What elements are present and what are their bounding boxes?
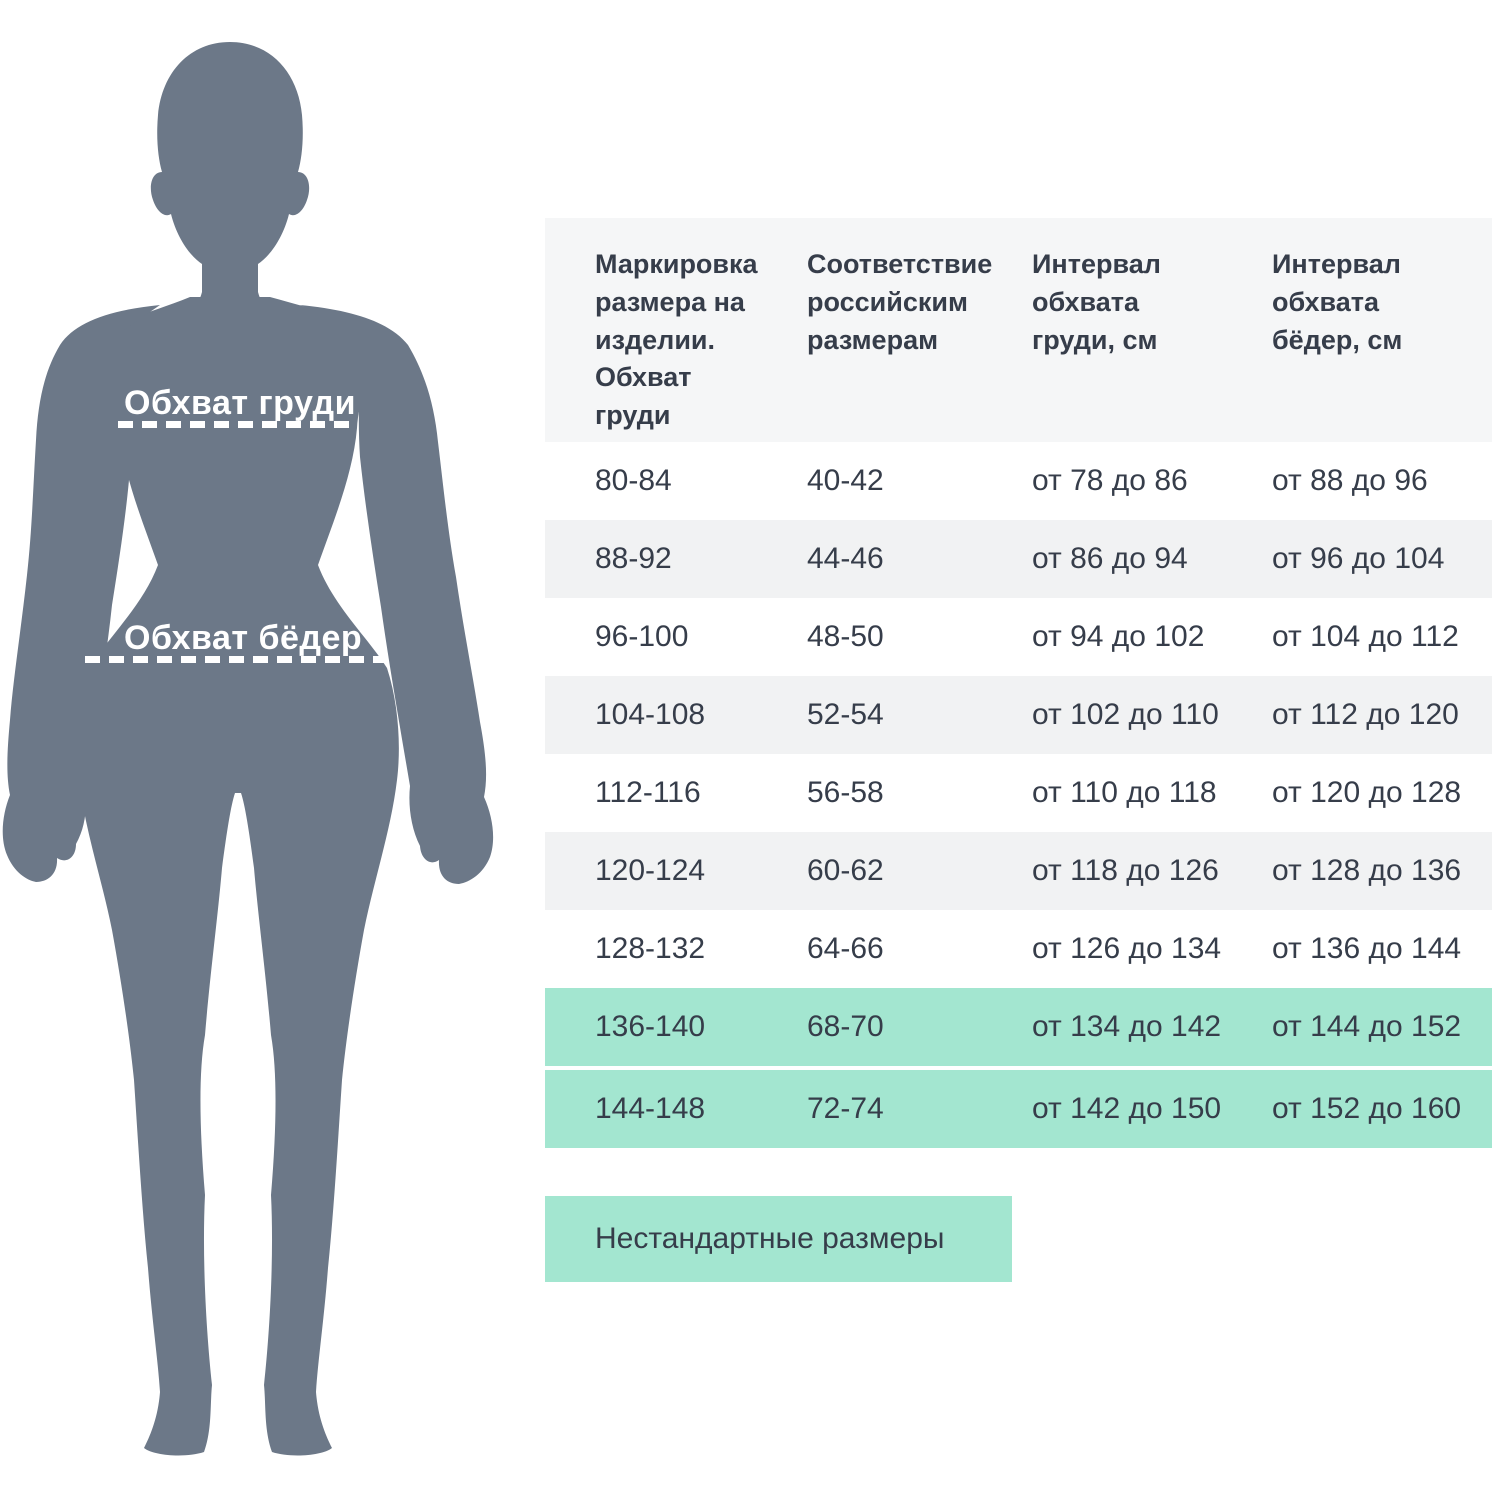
column-header-russian-size: Соответствие российским размерам: [807, 249, 993, 355]
cell-russian-size: 56-58: [807, 776, 884, 809]
table-row: 128-132 64-66 от 126 до 134 от 136 до 14…: [545, 910, 1492, 988]
body-silhouette: Обхват груди Обхват бёдер: [0, 0, 540, 1500]
size-table: Маркировка размера на изделии. Обхват гр…: [545, 218, 1492, 1148]
cell-russian-size: 44-46: [807, 542, 884, 575]
cell-chest-interval: от 94 до 102: [1032, 620, 1205, 653]
cell-marking: 88-92: [595, 542, 672, 575]
table-row: 96-100 48-50 от 94 до 102 от 104 до 112: [545, 598, 1492, 676]
cell-hips-interval: от 136 до 144: [1272, 932, 1462, 965]
table-row-nonstandard: 144-148 72-74 от 142 до 150 от 152 до 16…: [545, 1070, 1492, 1148]
cell-russian-size: 40-42: [807, 464, 884, 497]
cell-hips-interval: от 104 до 112: [1272, 620, 1459, 653]
table-row: 88-92 44-46 от 86 до 94 от 96 до 104: [545, 520, 1492, 598]
cell-chest-interval: от 102 до 110: [1032, 698, 1219, 731]
cell-hips-interval: от 152 до 160: [1272, 1092, 1462, 1125]
table-row: 80-84 40-42 от 78 до 86 от 88 до 96: [545, 442, 1492, 520]
cell-chest-interval: от 110 до 118: [1032, 776, 1217, 809]
cell-hips-interval: от 88 до 96: [1272, 464, 1428, 497]
cell-marking: 120-124: [595, 854, 706, 887]
column-header-marking: Маркировка размера на изделии. Обхват гр…: [595, 249, 758, 431]
legend-nonstandard-sizes: Нестандартные размеры: [545, 1196, 1012, 1282]
cell-chest-interval: от 134 до 142: [1032, 1010, 1222, 1043]
cell-russian-size: 72-74: [807, 1092, 884, 1125]
cell-chest-interval: от 78 до 86: [1032, 464, 1188, 497]
cell-chest-interval: от 126 до 134: [1032, 932, 1222, 965]
cell-chest-interval: от 86 до 94: [1032, 542, 1188, 575]
cell-marking: 104-108: [595, 698, 706, 731]
cell-russian-size: 52-54: [807, 698, 884, 731]
cell-russian-size: 60-62: [807, 854, 884, 887]
cell-hips-interval: от 144 до 152: [1272, 1010, 1462, 1043]
cell-marking: 80-84: [595, 464, 672, 497]
chest-measure-label: Обхват груди: [124, 384, 356, 422]
table-row: 112-116 56-58 от 110 до 118 от 120 до 12…: [545, 754, 1492, 832]
cell-hips-interval: от 96 до 104: [1272, 542, 1445, 575]
hips-measure-label: Обхват бёдер: [124, 619, 363, 657]
cell-marking: 136-140: [595, 1010, 706, 1043]
cell-hips-interval: от 112 до 120: [1272, 698, 1459, 731]
cell-marking: 96-100: [595, 620, 689, 653]
cell-chest-interval: от 118 до 126: [1032, 854, 1219, 887]
legend-label: Нестандартные размеры: [595, 1222, 945, 1255]
cell-marking: 112-116: [595, 776, 701, 809]
cell-russian-size: 64-66: [807, 932, 884, 965]
cell-hips-interval: от 120 до 128: [1272, 776, 1462, 809]
cell-russian-size: 68-70: [807, 1010, 884, 1043]
cell-hips-interval: от 128 до 136: [1272, 854, 1462, 887]
column-header-hips-interval: Интервал обхвата бёдер, см: [1272, 249, 1403, 355]
table-header-row: Маркировка размера на изделии. Обхват гр…: [545, 218, 1492, 442]
chest-dashed-line: [118, 421, 358, 428]
table-row: 104-108 52-54 от 102 до 110 от 112 до 12…: [545, 676, 1492, 754]
table-row-nonstandard: 136-140 68-70 от 134 до 142 от 144 до 15…: [545, 988, 1492, 1066]
hips-dashed-line: [85, 656, 389, 663]
column-header-chest-interval: Интервал обхвата груди, см: [1032, 249, 1161, 355]
cell-marking: 144-148: [595, 1092, 706, 1125]
female-figure-icon: [2, 42, 494, 1456]
cell-chest-interval: от 142 до 150: [1032, 1092, 1222, 1125]
cell-marking: 128-132: [595, 932, 706, 965]
cell-russian-size: 48-50: [807, 620, 884, 653]
table-row: 120-124 60-62 от 118 до 126 от 128 до 13…: [545, 832, 1492, 910]
